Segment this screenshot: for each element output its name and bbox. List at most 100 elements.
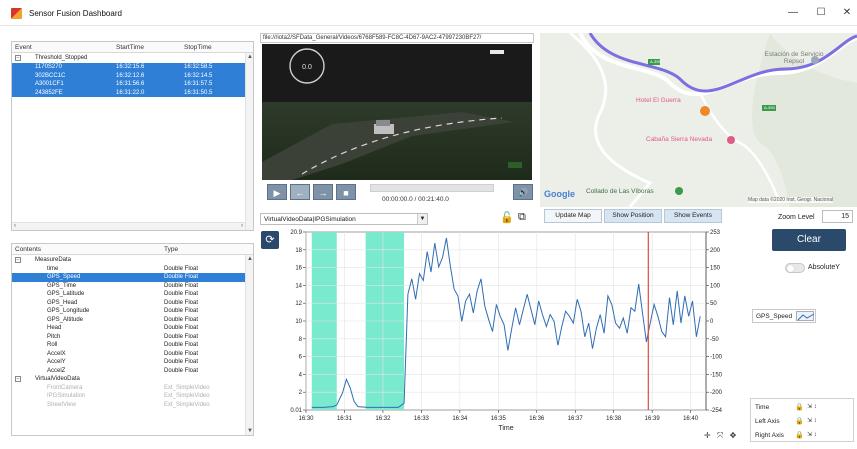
popout-icon[interactable]: ⧉	[518, 211, 526, 223]
scroll-up-icon[interactable]: ▲	[247, 256, 253, 262]
contents-item-row[interactable]: time Double Float	[12, 265, 245, 274]
map-label-cabana: Cabaña Sierra Nevada	[646, 136, 713, 143]
event-group-row[interactable]: − Threshold_Stopped	[12, 54, 245, 63]
axis-row-label: Right Axis	[755, 432, 784, 439]
maximize-button[interactable]: ☐	[816, 7, 826, 18]
column-header-type[interactable]: Type	[164, 246, 179, 253]
lock-icon[interactable]: 🔒	[795, 404, 804, 411]
column-header-contents[interactable]: Contents	[15, 246, 42, 253]
column-header-starttime[interactable]: StartTime	[116, 44, 144, 51]
contents-item-row[interactable]: IPGSimulation Ext_SimpleVideo	[12, 392, 245, 401]
lock-icon[interactable]: 🔒	[795, 418, 804, 425]
x-axis-tick-label: 16:31	[337, 416, 353, 422]
event-group-label: Threshold_Stopped	[35, 55, 88, 61]
axis-format-icon[interactable]: ⇲ ↕	[807, 432, 817, 438]
video-progress-bar[interactable]	[370, 184, 494, 192]
contents-group-row[interactable]: − MeasureData	[12, 256, 245, 265]
scroll-right-icon[interactable]: ›	[241, 223, 243, 229]
events-horizontal-scrollbar[interactable]: ‹ ›	[12, 222, 245, 230]
x-axis-tick-label: 16:32	[375, 416, 391, 422]
contents-cell-type: Double Float	[164, 325, 199, 331]
event-row[interactable]: 1170S270 16:32:15.6 16:32:58.5	[12, 63, 245, 72]
events-vertical-scrollbar[interactable]: ▲	[245, 53, 253, 230]
video-player[interactable]: 0.0	[262, 44, 532, 180]
show-position-button[interactable]: Show Position	[604, 209, 662, 223]
contents-item-row[interactable]: StreetView Ext_SimpleVideo	[12, 401, 245, 410]
collapse-toggle-icon[interactable]: −	[15, 257, 21, 263]
contents-item-row[interactable]: GPS_Time Double Float	[12, 282, 245, 291]
signal-chart[interactable]: 0.01 2 4 6 8 10 12 14 16 18 20.9 -254 -200 -150 -100 -5…	[282, 226, 732, 449]
map-view[interactable]: Estación de Servicio Repsol Hotel El Gue…	[540, 33, 857, 207]
column-header-stoptime[interactable]: StopTime	[184, 44, 212, 51]
contents-item-row[interactable]: GPS_Speed Double Float	[12, 273, 245, 282]
series-line-gps-speed[interactable]	[311, 237, 701, 408]
event-row[interactable]: A3001CF1 16:31:56.6 16:31:57.5	[12, 80, 245, 89]
right-axis-tick-label: -50	[710, 337, 719, 343]
scroll-up-icon[interactable]: ▲	[247, 54, 253, 60]
right-axis-tick-label: -150	[710, 372, 723, 378]
lock-icon[interactable]: 🔒	[795, 432, 804, 439]
contents-item-row[interactable]: GPS_Longitude Double Float	[12, 307, 245, 316]
close-button[interactable]: ✕	[842, 7, 852, 18]
volume-button[interactable]: 🔊	[513, 184, 533, 200]
toggle-knob	[787, 265, 794, 272]
zoom-icon[interactable]: ⤧	[716, 431, 724, 440]
video-source-select[interactable]: VirtualVideoData|IPGSimulation ▼	[260, 213, 428, 225]
contents-item-row[interactable]: Pitch Double Float	[12, 333, 245, 342]
series-legend-item[interactable]: GPS_Speed	[752, 309, 816, 323]
contents-cell-type: Double Float	[164, 342, 199, 348]
event-cell-stop: 16:32:58.5	[184, 64, 213, 70]
play-button[interactable]: ▶	[267, 184, 287, 200]
contents-cell-name: GPS_Head	[47, 299, 78, 306]
contents-item-row[interactable]: AccelY Double Float	[12, 358, 245, 367]
right-axis-tick-label: -200	[710, 390, 723, 396]
video-path-field[interactable]: file:///iota2/SFData_General/Videos/6768…	[260, 33, 534, 43]
contents-group-row[interactable]: − VirtualVideoData	[12, 375, 245, 384]
event-cell-stop: 16:32:14.5	[184, 72, 213, 79]
contents-item-row[interactable]: Roll Double Float	[12, 341, 245, 350]
contents-cell-type: Double Float	[164, 359, 199, 365]
collapse-toggle-icon[interactable]: −	[15, 55, 21, 61]
scroll-down-icon[interactable]: ▼	[247, 428, 253, 434]
update-map-button[interactable]: Update Map	[544, 209, 602, 223]
stop-button[interactable]: ■	[336, 184, 356, 200]
x-axis-tick-label: 16:34	[452, 416, 468, 422]
clear-button[interactable]: Clear	[772, 229, 846, 251]
contents-vertical-scrollbar[interactable]: ▲ ▼	[245, 255, 253, 435]
contents-cell-type: Ext_SimpleVideo	[164, 384, 210, 391]
show-events-button[interactable]: Show Events	[664, 209, 722, 223]
contents-item-row[interactable]: GPS_Latitude Double Float	[12, 290, 245, 299]
right-axis-tick-label: -100	[710, 355, 723, 361]
line-style-icon[interactable]	[796, 311, 815, 321]
column-header-event[interactable]: Event	[15, 44, 32, 51]
zoom-level-input[interactable]: 15	[822, 210, 853, 223]
left-axis-tick-label: 16	[295, 266, 302, 272]
contents-item-row[interactable]: GPS_Head Double Float	[12, 299, 245, 308]
event-row[interactable]: 302BCC1C 16:32:12.6 16:32:14.5	[12, 71, 245, 80]
contents-item-row[interactable]: Head Double Float	[12, 324, 245, 333]
collapse-toggle-icon[interactable]: −	[15, 376, 21, 382]
contents-item-row[interactable]: AccelX Double Float	[12, 350, 245, 359]
pan-icon[interactable]: ✥	[729, 431, 737, 440]
axis-row-left: Left Axis 🔒 ⇲ ↕	[755, 416, 851, 427]
event-row[interactable]: 243852FE 16:31:22.0 16:31:50.5	[12, 88, 245, 97]
axis-format-icon[interactable]: ⇲ ↕	[807, 418, 817, 424]
scroll-left-icon[interactable]: ‹	[14, 223, 16, 229]
minimize-button[interactable]: —	[788, 7, 798, 18]
refresh-button[interactable]: ⟳	[261, 231, 279, 249]
contents-item-row[interactable]: FrontCamera Ext_SimpleVideo	[12, 384, 245, 393]
lock-icon[interactable]: 🔓	[500, 212, 514, 224]
contents-cell-name: AccelZ	[47, 367, 66, 374]
zoom-level-label: Zoom Level	[778, 214, 815, 221]
step-back-button[interactable]: ←	[290, 184, 310, 200]
crosshair-icon[interactable]: ✛	[704, 431, 711, 440]
chevron-down-icon[interactable]: ▼	[417, 214, 427, 224]
contents-cell-name: GPS_Longitude	[47, 308, 90, 314]
contents-item-row[interactable]: AccelZ Double Float	[12, 367, 245, 376]
contents-item-row[interactable]: GPS_Altitude Double Float	[12, 316, 245, 325]
absolute-y-toggle[interactable]	[785, 263, 805, 273]
contents-cell-type: Ext_SimpleVideo	[164, 401, 210, 408]
axis-format-icon[interactable]: ⇲ ↕	[807, 404, 817, 410]
axis-row-label: Time	[755, 404, 770, 411]
step-forward-button[interactable]: →	[313, 184, 333, 200]
